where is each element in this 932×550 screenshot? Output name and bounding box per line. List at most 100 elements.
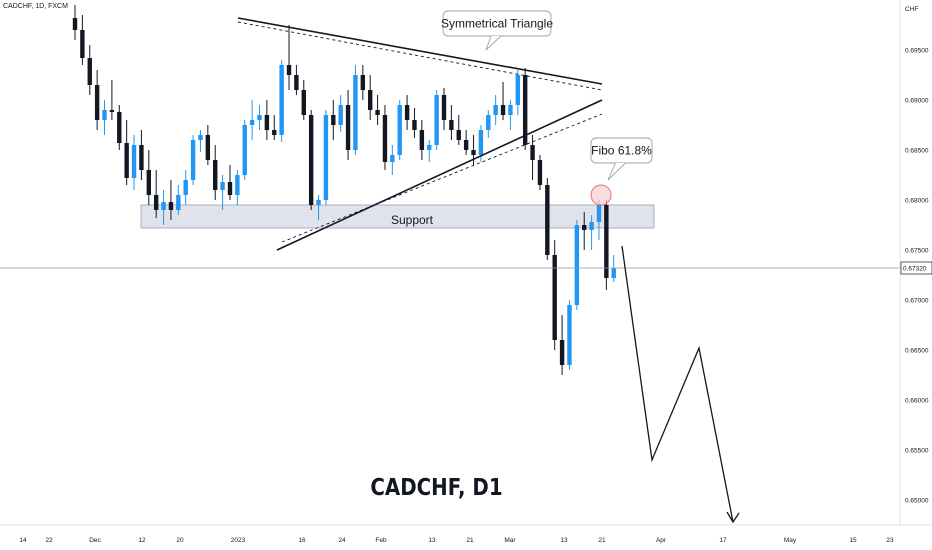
candle xyxy=(559,315,565,375)
candle xyxy=(397,100,402,160)
candle-body xyxy=(604,205,609,278)
candle-body xyxy=(301,90,306,115)
candle xyxy=(308,110,314,210)
candle xyxy=(117,105,122,150)
candle xyxy=(537,155,543,190)
candle xyxy=(404,95,410,130)
candle xyxy=(567,300,572,370)
candle-body xyxy=(190,140,196,180)
candle xyxy=(604,200,609,290)
candle-body xyxy=(161,202,166,210)
candle xyxy=(412,108,417,138)
time-tick-label: 21 xyxy=(598,537,606,544)
candle-body xyxy=(272,130,277,135)
candle-body xyxy=(109,110,115,112)
candle xyxy=(552,240,557,350)
candle xyxy=(242,120,247,180)
candle-body xyxy=(412,120,417,130)
candle-body xyxy=(419,130,425,150)
candle-body xyxy=(493,105,498,115)
candle xyxy=(272,115,277,140)
candle-body xyxy=(368,90,373,110)
candle-body xyxy=(198,135,203,140)
candle-body xyxy=(404,105,410,120)
triangle-upper-line xyxy=(237,17,603,85)
candle xyxy=(146,150,151,205)
candle xyxy=(257,105,262,130)
candle xyxy=(323,110,329,205)
candle xyxy=(456,115,461,145)
price-tick-label: 0.66000 xyxy=(905,398,929,405)
candle-body xyxy=(589,222,594,230)
candle-body xyxy=(508,105,513,115)
candle xyxy=(493,95,498,125)
candle xyxy=(486,110,491,138)
candle-body xyxy=(545,185,550,255)
candle xyxy=(286,25,292,90)
candle-body xyxy=(316,200,321,205)
candle-body xyxy=(176,195,181,210)
candle xyxy=(500,82,506,120)
candle xyxy=(375,95,380,125)
time-tick-label: Feb xyxy=(375,537,387,544)
candle xyxy=(220,175,225,210)
candle-body xyxy=(220,182,225,190)
callout-symmetrical-triangle-pointer xyxy=(485,35,502,51)
price-axis-unit: CHF xyxy=(905,6,918,13)
candle-body xyxy=(153,195,159,210)
candle-body xyxy=(345,105,351,150)
candle xyxy=(545,178,550,260)
candle xyxy=(264,100,270,140)
candle xyxy=(434,90,439,150)
candle-body xyxy=(582,225,587,230)
candle-body xyxy=(449,120,454,130)
time-tick-label: 24 xyxy=(338,537,346,544)
candle-body xyxy=(264,115,270,130)
candle xyxy=(515,70,520,115)
candle-body xyxy=(205,135,211,160)
candle-body xyxy=(102,110,107,120)
candle xyxy=(235,170,240,205)
candle-body xyxy=(397,105,402,155)
candle-body xyxy=(441,95,447,120)
chart-watermark: CADCHF, D1 xyxy=(370,475,503,501)
time-tick-label: 2023 xyxy=(231,537,246,544)
candle-body xyxy=(242,125,247,175)
callout-fibo-pointer xyxy=(607,162,626,181)
candle xyxy=(522,68,528,150)
candle-body xyxy=(249,120,255,125)
candle-body xyxy=(427,145,432,150)
last-price-label: 0.67320 xyxy=(903,266,927,273)
time-tick-label: 20 xyxy=(176,537,184,544)
candle xyxy=(279,60,284,142)
candle xyxy=(368,75,373,120)
price-tick-label: 0.65500 xyxy=(905,448,929,455)
price-tick-label: 0.68000 xyxy=(905,198,929,205)
time-tick-label: 13 xyxy=(428,537,436,544)
candle-body xyxy=(279,65,284,135)
candle xyxy=(161,190,166,225)
candle xyxy=(589,215,594,250)
candle-body xyxy=(478,130,484,155)
candle-body xyxy=(515,75,520,105)
candle-body xyxy=(294,75,299,90)
candle xyxy=(153,170,159,218)
candle xyxy=(331,100,336,140)
candle xyxy=(596,200,602,240)
candle-body xyxy=(286,65,292,75)
triangle-upper-parallel xyxy=(237,21,603,91)
candle-body xyxy=(522,75,528,145)
candle xyxy=(316,195,321,220)
candle xyxy=(198,130,203,152)
candle xyxy=(124,120,129,185)
candle-body xyxy=(500,105,506,115)
price-tick-label: 0.67500 xyxy=(905,248,929,255)
candle xyxy=(168,180,174,220)
candle xyxy=(427,140,432,162)
candle xyxy=(345,90,351,160)
time-tick-label: 14 xyxy=(19,537,27,544)
callout-symmetrical-triangle-text: Symmetrical Triangle xyxy=(441,17,553,31)
candle xyxy=(109,80,115,120)
price-tick-label: 0.69500 xyxy=(905,48,929,55)
